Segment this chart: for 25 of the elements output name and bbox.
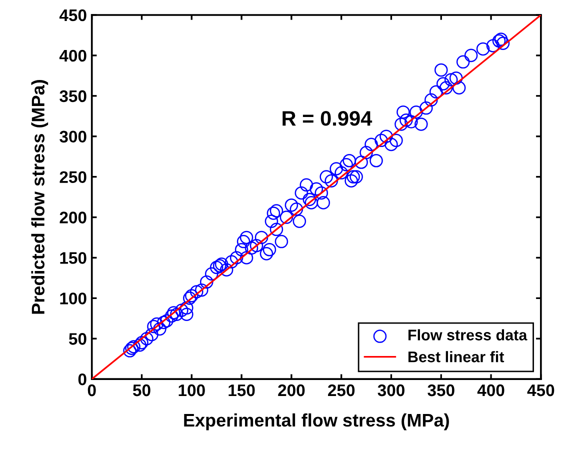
annotation: R = 0.994 xyxy=(282,111,372,126)
x-tick-label: 250 xyxy=(328,384,355,396)
y-tick-label: 150 xyxy=(60,252,86,264)
y-tick-label: 350 xyxy=(60,90,86,102)
y-tick-label: 300 xyxy=(60,130,86,143)
y-tick-label: 0 xyxy=(78,373,86,386)
y-tick-label: 250 xyxy=(60,171,86,184)
x-tick-label: 100 xyxy=(178,384,205,396)
x-tick-label: 350 xyxy=(428,384,454,396)
legend-label: Best linear fit xyxy=(408,351,504,362)
x-tick-label: 400 xyxy=(477,384,504,396)
legend-label: Flow stress data xyxy=(408,329,528,340)
x-tick-label: 300 xyxy=(378,384,404,396)
x-tick-label: 150 xyxy=(228,384,255,396)
x-tick-label: 200 xyxy=(278,384,305,396)
y-tick-label: 200 xyxy=(60,212,86,224)
x-tick-label: 0 xyxy=(88,384,96,396)
x-tick-label: 50 xyxy=(132,384,150,396)
x-axis-title: Experimental flow stress (MPa) xyxy=(184,413,449,430)
x-tick-label: 450 xyxy=(527,384,554,396)
y-tick-label: 100 xyxy=(60,292,86,304)
y-tick-label: 50 xyxy=(68,333,86,345)
y-tick-label: 450 xyxy=(59,9,86,22)
y-tick-label: 400 xyxy=(59,50,86,62)
y-axis-title: Predicted flow stress (MPa) xyxy=(31,80,48,314)
